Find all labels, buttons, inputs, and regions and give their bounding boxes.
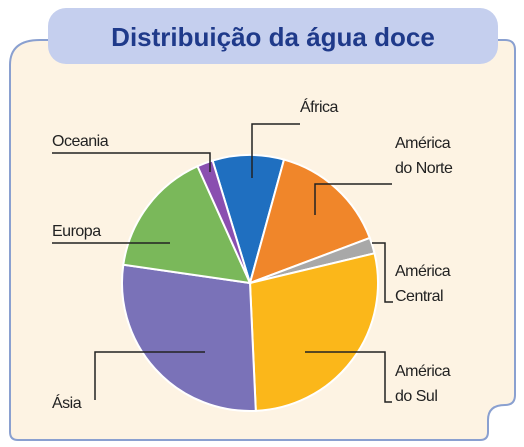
leader-line: [305, 351, 392, 403]
chart-title: Distribuição da água doce: [111, 22, 435, 52]
title-box: [48, 8, 498, 64]
pie-slice: [122, 164, 252, 285]
slice-label: África: [300, 97, 339, 116]
leader-line: [251, 123, 300, 178]
pie-slice: [248, 252, 379, 412]
pie-slice: [121, 263, 257, 412]
leader-line: [314, 183, 392, 215]
leader-line: [52, 152, 211, 172]
slice-label: Oceania: [52, 133, 109, 150]
slice-label: América Central: [395, 263, 451, 305]
slice-label: Ásia: [52, 393, 82, 412]
slice-label: América do Sul: [395, 363, 451, 405]
pie-slice: [248, 158, 372, 285]
leader-line: [94, 351, 205, 400]
pie-slice: [196, 159, 251, 284]
slice-label: Europa: [52, 223, 101, 240]
pie: [121, 154, 379, 412]
slice-label: América do Norte: [395, 135, 453, 177]
leader-line: [372, 242, 393, 303]
